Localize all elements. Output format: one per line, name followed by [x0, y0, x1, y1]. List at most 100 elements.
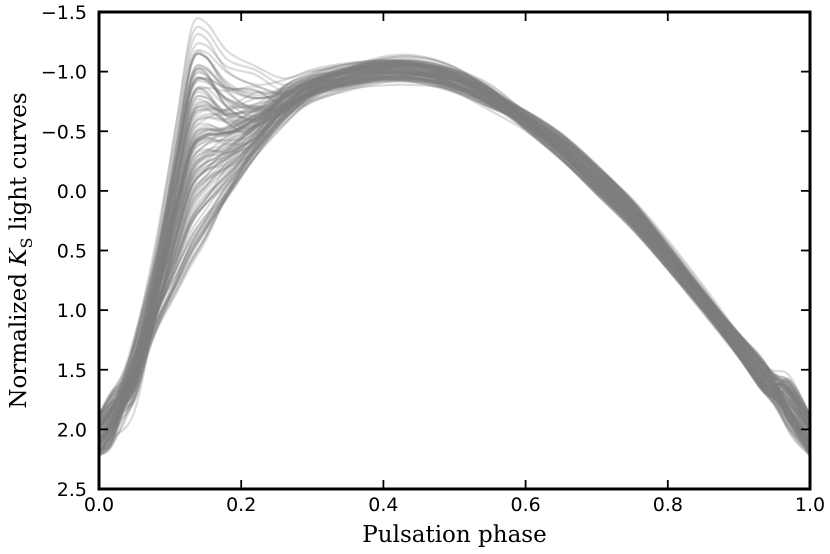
light-curve-line [99, 55, 810, 416]
light-curve-line [99, 69, 810, 419]
light-curve-line [99, 73, 810, 448]
light-curve-line [99, 70, 810, 424]
light-curve-line [99, 71, 810, 432]
light-curve-line [99, 70, 810, 431]
light-curve-line [99, 32, 810, 445]
light-curve-line [99, 63, 810, 439]
light-curve-line [99, 77, 810, 453]
light-curve-line [99, 77, 810, 431]
light-curve-line [99, 62, 810, 455]
light-curve-line [99, 62, 810, 436]
light-curve-line [99, 65, 810, 454]
y-tick-labels: −1.5 −1.0 −0.5 0.0 0.5 1.0 1.5 2.0 2.5 [41, 2, 87, 501]
y-axis-label: Normalized KS light curves [6, 92, 36, 408]
axis-ticks [98, 11, 811, 490]
light-curve-line [99, 60, 810, 453]
light-curve-line [99, 70, 810, 444]
light-curve-line [99, 66, 810, 422]
light-curve-line [99, 71, 810, 424]
light-curve-line [99, 76, 810, 451]
light-curve-line [99, 59, 810, 437]
light-curve-line [99, 75, 810, 416]
light-curve-line [99, 72, 810, 444]
light-curve-line [99, 75, 810, 418]
light-curve-line [99, 59, 810, 456]
light-curve-line [99, 63, 810, 443]
light-curve-line [99, 41, 810, 455]
light-curve-line [99, 76, 810, 452]
light-curve-line [99, 62, 810, 418]
light-curve-line [99, 52, 810, 425]
light-curve-line [99, 77, 810, 422]
light-curve-line [99, 59, 810, 453]
light-curve-line [99, 64, 810, 418]
light-curve-line [99, 64, 810, 445]
light-curve-line [99, 69, 810, 416]
light-curve-line [99, 63, 810, 444]
light-curve-line [99, 52, 810, 426]
light-curve-line [99, 61, 810, 431]
light-curve-line [99, 52, 810, 423]
light-curve-line [99, 63, 810, 457]
light-curve-line [99, 65, 810, 446]
light-curve-line [99, 70, 810, 434]
light-curve-line [99, 64, 810, 452]
light-curve-line [99, 58, 810, 456]
light-curve-line [99, 61, 810, 434]
light-curve-line [99, 65, 810, 416]
light-curve-line [99, 70, 810, 428]
light-curve-line [99, 62, 810, 422]
light-curve-line [99, 62, 810, 434]
light-curve-line [99, 65, 810, 417]
light-curve-line [99, 74, 810, 445]
light-curve-line [99, 62, 810, 446]
light-curve-line [99, 63, 810, 450]
y-tick-label: 2.0 [57, 419, 87, 441]
light-curve-line [99, 69, 810, 430]
light-curve-line [99, 67, 810, 455]
light-curve-line [99, 72, 810, 418]
light-curve-line [99, 63, 810, 451]
light-curve-line [99, 60, 810, 431]
light-curve-line [99, 70, 810, 452]
light-curve-line [99, 71, 810, 442]
light-curve-line [99, 62, 810, 429]
light-curve-series-group [99, 17, 810, 457]
light-curve-line [99, 77, 810, 453]
x-tick-label: 0.2 [226, 494, 256, 516]
light-curve-line [99, 77, 810, 440]
light-curve-line [99, 70, 810, 420]
light-curve-line [99, 72, 810, 429]
light-curve-line [99, 69, 810, 445]
y-tick-label: −0.5 [41, 121, 87, 143]
light-curve-line [99, 60, 810, 432]
light-curve-line [99, 72, 810, 446]
light-curve-line [99, 61, 810, 421]
light-curve-line [99, 75, 810, 452]
light-curve-line [99, 68, 810, 430]
light-curve-line [99, 78, 810, 421]
light-curve-line [99, 66, 810, 441]
light-curve-line [99, 76, 810, 417]
light-curve-line [99, 72, 810, 431]
light-curve-line [99, 61, 810, 448]
light-curve-line [99, 58, 810, 430]
y-tick-label: 2.5 [57, 479, 87, 501]
x-axis-label: Pulsation phase [362, 522, 546, 548]
light-curve-line [99, 75, 810, 447]
light-curve-line [99, 60, 810, 438]
light-curve-line [99, 70, 810, 451]
light-curve-line [99, 80, 810, 442]
light-curve-line [99, 65, 810, 450]
light-curve-line [99, 79, 810, 416]
y-tick-label: 0.0 [57, 181, 87, 203]
light-curve-line [99, 64, 810, 425]
light-curve-line [99, 74, 810, 444]
light-curve-line [99, 83, 810, 417]
light-curve-line [99, 59, 810, 439]
light-curve-line [99, 78, 810, 426]
light-curve-line [99, 70, 810, 457]
light-curve-line [99, 66, 810, 429]
light-curve-line [99, 66, 810, 438]
